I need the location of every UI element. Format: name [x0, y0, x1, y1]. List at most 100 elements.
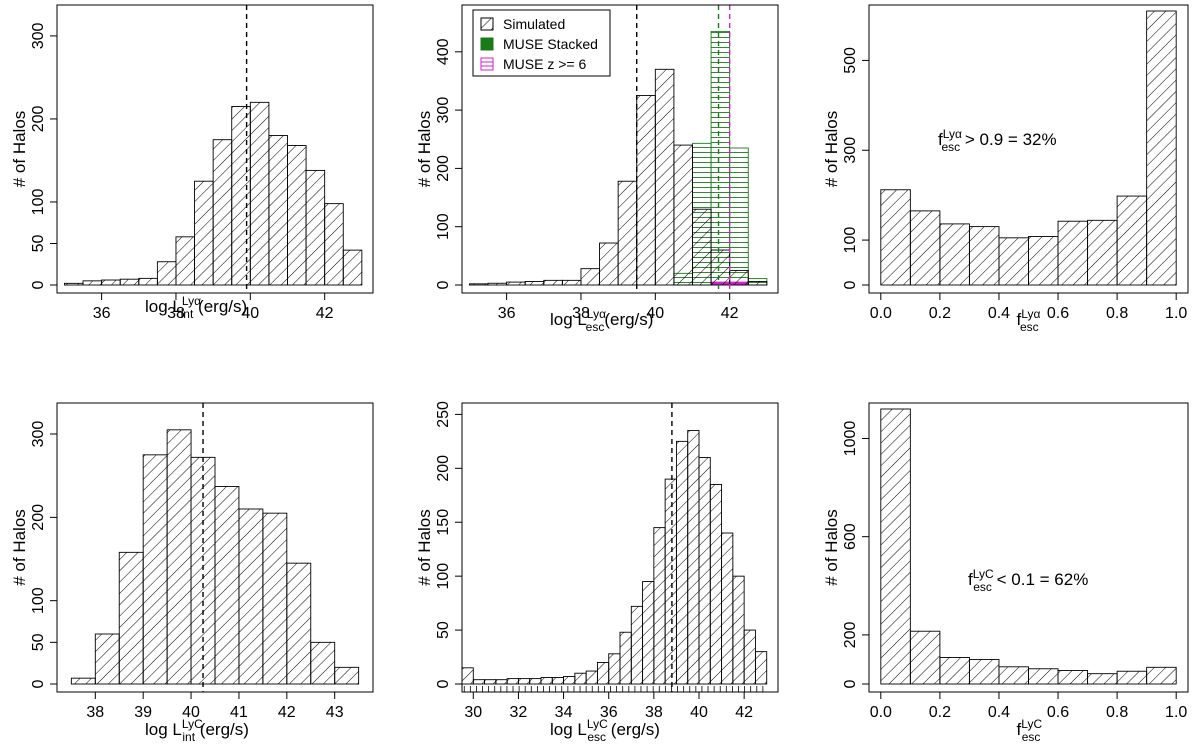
y-tick-label: 600	[842, 523, 859, 550]
histogram-bar	[472, 679, 486, 685]
y-tick-label: 50	[30, 234, 47, 252]
y-tick-label: 300	[435, 97, 452, 124]
histogram-bar	[551, 677, 565, 685]
plot-frame	[56, 402, 374, 693]
y-tick-label: 100	[435, 563, 452, 590]
histogram-bar	[529, 678, 542, 685]
histogram-bar	[743, 629, 756, 685]
histogram-bar	[1028, 236, 1059, 286]
x-tick-label: 43	[326, 704, 344, 721]
plot-frame	[868, 402, 1189, 693]
escape-fraction-annotation-main: f	[938, 130, 943, 149]
histogram-bar	[1087, 673, 1118, 685]
y-tick-label: 0	[30, 280, 47, 289]
plot-frame	[868, 4, 1189, 294]
histogram-bar	[517, 678, 531, 685]
y-tick-label: 1000	[842, 421, 859, 457]
histogram-bar	[495, 679, 508, 685]
histogram-bar	[968, 226, 1000, 286]
escape-fraction-annotation: fLyC esc < 0.1 = 62%	[968, 567, 1088, 594]
histogram-bar	[675, 440, 689, 685]
x-tick-label: 0.8	[1106, 704, 1128, 721]
histogram-bar	[654, 68, 675, 286]
histogram-panel-lyc-intrinsic: 38 39 40 41 42 43 0 50 100 200 300 # of Halos log LL…	[10, 402, 374, 744]
x-axis-label-sup: Lyα	[182, 294, 201, 308]
histogram-bar	[487, 282, 508, 286]
bar-muse-stacked	[710, 30, 731, 286]
escape-fraction-annotation: fLyα esc > 0.9 = 32%	[938, 127, 1057, 154]
x-axis-label-sup: LyC	[182, 717, 203, 731]
histogram-bar	[608, 653, 621, 685]
x-axis-label: fLyC esc	[1017, 717, 1043, 744]
x-tick-label: 1.0	[1165, 704, 1187, 721]
histogram-bar	[484, 679, 497, 685]
x-axis-label-sub: esc	[587, 730, 606, 744]
histogram-bar	[909, 630, 941, 685]
x-axis-label-sup: Lyα	[587, 307, 606, 321]
x-axis-label-main: log L	[550, 310, 587, 329]
x-axis-label: log LLyC int (erg/s)	[145, 717, 249, 744]
x-tick-label: 0.2	[929, 305, 951, 322]
x-axis-label-sup: Lyα	[1021, 307, 1040, 321]
legend-swatch-muse-stacked	[480, 37, 494, 51]
histogram-bar	[596, 661, 610, 685]
histogram-bar	[1087, 219, 1118, 286]
histogram-bar	[692, 208, 712, 286]
histogram-bar	[747, 281, 768, 286]
y-tick-label: 100	[30, 189, 47, 216]
x-axis-label-sub: esc	[586, 320, 605, 334]
y-tick-label: 100	[435, 213, 452, 240]
x-tick-label: 1.0	[1165, 305, 1187, 322]
histogram-bar	[673, 144, 693, 286]
x-tick-label: 0.0	[870, 305, 892, 322]
histogram-bar	[617, 180, 638, 286]
y-tick-label: 200	[435, 455, 452, 482]
histogram-bar	[709, 484, 723, 685]
histogram-bar	[506, 281, 526, 286]
x-axis-label-rest: (erg/s)	[193, 297, 247, 316]
histogram-bar	[214, 486, 240, 685]
histogram-panel-lyc-escape-fraction: 0.0 0.2 0.4 0.6 0.8 1.0 0 200 600 1000 # of Halos f…	[822, 402, 1189, 744]
histogram-bar	[63, 282, 84, 286]
histogram-bar	[212, 139, 233, 286]
y-tick-label: 100	[842, 227, 859, 254]
histogram-bar	[880, 408, 911, 685]
histogram-bar	[262, 512, 288, 685]
x-tick-label: 0.4	[988, 704, 1010, 721]
legend-swatch-muse-z6	[480, 57, 494, 71]
x-tick-label: 36	[93, 305, 111, 322]
histogram-bar	[710, 249, 731, 286]
histogram-bar	[342, 249, 363, 286]
x-tick-label: 0.0	[870, 704, 892, 721]
histogram-bar	[1057, 670, 1089, 685]
plot-frame	[461, 402, 779, 693]
y-tick-label: 250	[435, 401, 452, 428]
histogram-bar	[630, 605, 644, 685]
legend: Simulated MUSE Stacked MUSE z >= 6	[472, 9, 611, 77]
escape-fraction-annotation-main: f	[968, 570, 973, 589]
histogram-bar	[101, 279, 121, 286]
y-tick-label: 200	[435, 155, 452, 182]
y-tick-label: 0	[842, 280, 859, 289]
histogram-bar	[939, 657, 970, 685]
histogram-bar	[310, 641, 336, 685]
histogram-bar	[70, 677, 96, 685]
y-tick-label: 50	[435, 621, 452, 639]
histogram-bar	[543, 279, 563, 286]
x-axis-label-rest: (erg/s)	[604, 310, 653, 329]
x-axis-label: log LLyα int (erg/s)	[145, 294, 247, 321]
x-tick-label: 38	[645, 704, 663, 721]
histogram-bar	[619, 631, 632, 685]
histogram-bar	[118, 551, 144, 685]
histogram-bar	[998, 237, 1029, 286]
histogram-bar	[1057, 220, 1089, 286]
x-axis-label-rest: (erg/s)	[195, 720, 249, 739]
y-tick-label: 0	[435, 280, 452, 289]
histogram-bar	[238, 508, 264, 685]
histogram-bar	[729, 269, 749, 286]
histogram-bar	[82, 280, 103, 286]
histogram-bar	[461, 667, 474, 685]
histogram-bar	[653, 527, 666, 685]
y-tick-label: 100	[30, 587, 47, 614]
